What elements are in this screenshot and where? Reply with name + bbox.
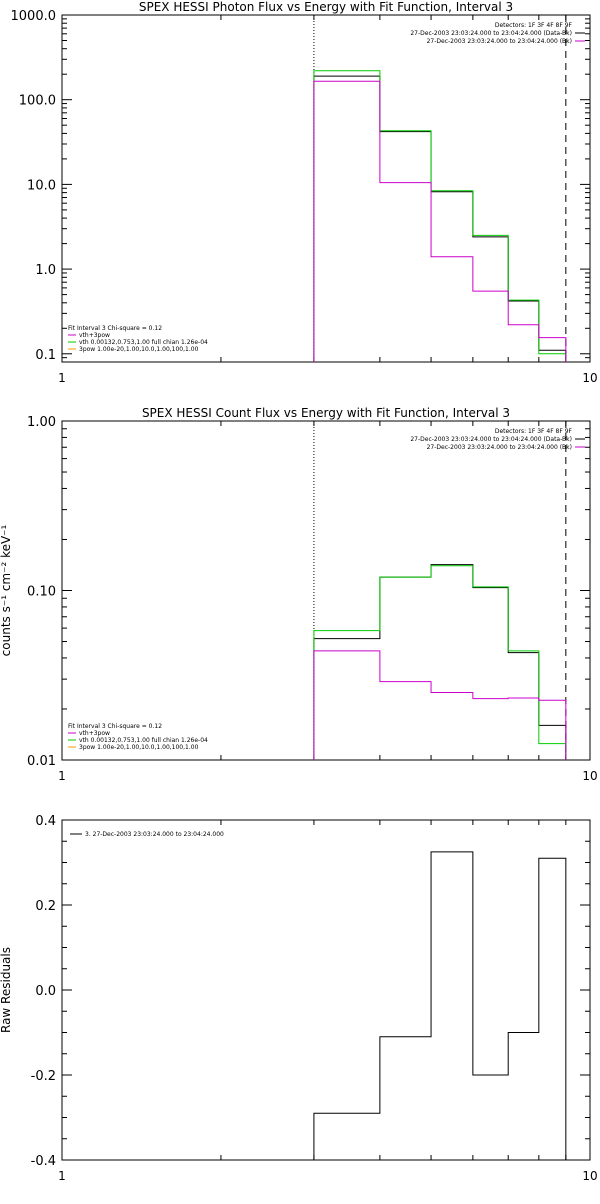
x-tick-label: 10 — [582, 769, 597, 783]
y-tick-label: 100.0 — [19, 94, 56, 109]
legend-fit-interval-text: Fit Interval 3 Chi-square = 0.12 — [68, 325, 162, 332]
legend-top-right-text: 27-Dec-2003 23:03:24.000 to 23:04:24.000… — [410, 436, 572, 443]
chart-title: SPEX HESSI Count Flux vs Energy with Fit… — [142, 406, 510, 420]
y-axis-label: Raw Residuals — [0, 947, 13, 1033]
legend-model-text: 3pow 1.00e-20,1.00,10.0,1.00,100,1.00 — [79, 744, 199, 751]
legend-top-right-text: 27-Dec-2003 23:03:24.000 to 23:04:24.000… — [427, 444, 572, 451]
y-tick-label: 0.1 — [35, 348, 56, 363]
y-tick-label: 0.01 — [27, 754, 56, 769]
histogram-series-2 — [313, 565, 567, 760]
legend-top-right-text: 27-Dec-2003 23:03:24.000 to 23:04:24.000… — [410, 30, 572, 37]
x-tick-label: 10 — [582, 371, 597, 385]
y-tick-label: -0.4 — [31, 1154, 56, 1169]
y-tick-label: 0.2 — [35, 899, 56, 914]
y-tick-label: 0.10 — [27, 585, 56, 600]
x-tick-label: 1 — [58, 1169, 66, 1183]
legend-top-right-text: Detectors: 1F 3F 4F 8F 9F — [495, 428, 573, 435]
y-tick-label: 0.4 — [35, 814, 56, 829]
legend-model-text: 3pow 1.00e-20,1.00,10.0,1.00,100,1.00 — [79, 346, 199, 353]
histogram-series-3 — [313, 650, 567, 760]
plot-frame-2 — [61, 420, 591, 761]
histogram-series-3 — [313, 80, 567, 362]
x-tick-label: 1 — [58, 769, 66, 783]
histogram-series-1 — [313, 75, 567, 362]
chart-title: SPEX HESSI Photon Flux vs Energy with Fi… — [139, 0, 513, 14]
legend-interval-text: 3. 27-Dec-2003 23:03:24.000 to 23:04:24.… — [85, 831, 224, 838]
y-tick-label: 1.0 — [35, 263, 56, 278]
legend-fit-interval-text: Fit Interval 3 Chi-square = 0.12 — [68, 723, 162, 730]
legend-top-right-text: Detectors: 1F 3F 4F 8F 9F — [495, 22, 573, 29]
x-tick-label: 10 — [582, 1169, 597, 1183]
y-tick-label: 0.0 — [35, 984, 56, 999]
legend-model-text: vth 0.00132,0.753,1.00 full chian 1.26e-… — [79, 737, 208, 744]
legend-model-text: vth+3pow — [79, 332, 110, 339]
legend-model-text: vth+3pow — [79, 730, 110, 737]
legend-model-text: vth 0.00132,0.753,1.00 full chian 1.26e-… — [79, 339, 208, 346]
x-tick-label: 1 — [58, 371, 66, 385]
plot-frame-3 — [61, 819, 591, 1161]
plot-frame-1 — [61, 14, 591, 363]
y-tick-label: 1.00 — [27, 415, 56, 430]
legend-top-right-text: 27-Dec-2003 23:03:24.000 to 23:04:24.000… — [427, 38, 572, 45]
y-tick-label: 1000.0 — [11, 9, 57, 24]
y-tick-label: 10.0 — [27, 178, 56, 193]
y-axis-label: counts s⁻¹ cm⁻² keV⁻¹ — [0, 524, 13, 656]
histogram-series-1 — [313, 564, 567, 760]
histogram-series-2 — [313, 70, 567, 362]
histogram-series-1 — [313, 851, 567, 1160]
y-tick-label: -0.2 — [31, 1069, 56, 1084]
